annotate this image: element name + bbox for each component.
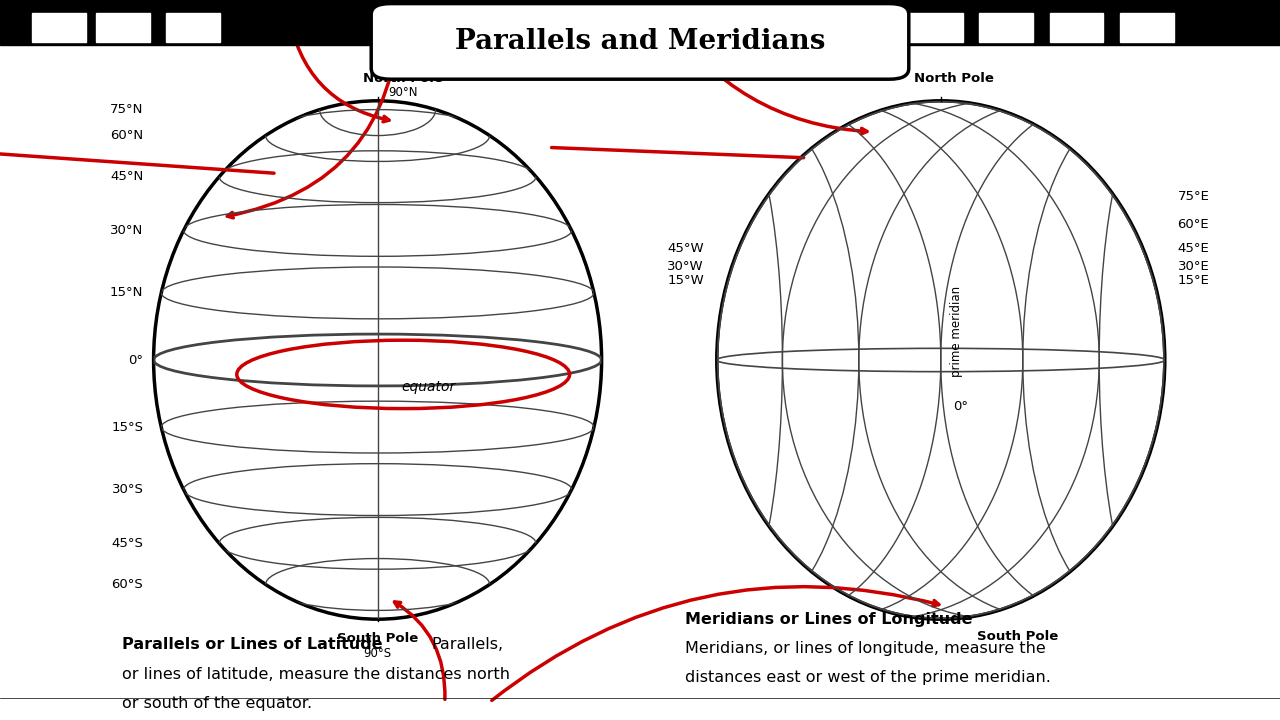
Text: 45°N: 45°N: [110, 170, 143, 183]
Text: 60°S: 60°S: [111, 578, 143, 591]
Text: 0°: 0°: [128, 354, 143, 366]
Bar: [96, 13, 150, 42]
Text: 60°E: 60°E: [1178, 218, 1210, 231]
Ellipse shape: [154, 101, 602, 619]
Text: South Pole: South Pole: [977, 630, 1059, 643]
Text: 30°S: 30°S: [111, 483, 143, 496]
Text: 75°E: 75°E: [1178, 190, 1210, 203]
Bar: [166, 13, 220, 42]
Ellipse shape: [717, 101, 1165, 619]
Text: 30°N: 30°N: [110, 224, 143, 237]
Text: 30°W: 30°W: [667, 260, 704, 273]
Text: North Pole: North Pole: [364, 72, 443, 85]
Text: North Pole: North Pole: [914, 72, 993, 85]
Text: 45°S: 45°S: [111, 537, 143, 550]
FancyBboxPatch shape: [371, 4, 909, 79]
Bar: [909, 13, 963, 42]
Bar: [768, 13, 822, 42]
Bar: [838, 13, 892, 42]
Text: equator: equator: [402, 380, 456, 395]
Text: 60°N: 60°N: [110, 129, 143, 142]
Text: 15°W: 15°W: [667, 274, 704, 287]
Text: 30°E: 30°E: [1178, 260, 1210, 273]
Text: Meridians, or lines of longitude, measure the: Meridians, or lines of longitude, measur…: [685, 641, 1046, 656]
Text: or south of the equator.: or south of the equator.: [122, 696, 312, 711]
Text: South Pole: South Pole: [337, 632, 419, 645]
Bar: [32, 13, 86, 42]
Text: 15°S: 15°S: [111, 420, 143, 433]
Text: Meridians or Lines of Longitude: Meridians or Lines of Longitude: [685, 612, 973, 627]
Text: distances east or west of the prime meridian.: distances east or west of the prime meri…: [685, 670, 1051, 685]
Bar: [1120, 13, 1174, 42]
Text: 45°E: 45°E: [1178, 241, 1210, 255]
Bar: [979, 13, 1033, 42]
Bar: [0, 0, 1280, 45]
Text: 15°N: 15°N: [110, 287, 143, 300]
Text: 15°E: 15°E: [1178, 274, 1210, 287]
Text: 90°S: 90°S: [364, 647, 392, 660]
Text: Parallels and Meridians: Parallels and Meridians: [454, 28, 826, 55]
Text: 75°N: 75°N: [110, 103, 143, 116]
Text: Parallels or Lines of Latitude: Parallels or Lines of Latitude: [122, 637, 383, 652]
Text: or lines of latitude, measure the distances north: or lines of latitude, measure the distan…: [122, 667, 509, 683]
Bar: [1050, 13, 1103, 42]
Text: 45°W: 45°W: [667, 241, 704, 255]
Text: Parallels,: Parallels,: [431, 637, 503, 652]
Text: prime meridian: prime meridian: [950, 286, 963, 377]
Text: 90°N: 90°N: [388, 86, 419, 99]
Text: 0°: 0°: [954, 400, 969, 413]
